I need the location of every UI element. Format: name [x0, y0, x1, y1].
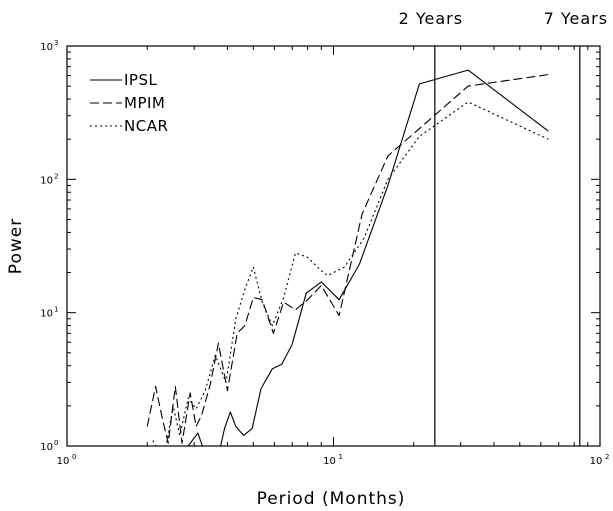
legend: IPSL MPIM NCAR	[90, 71, 168, 135]
y-tick-label: 10	[40, 309, 53, 320]
y-tick-label: 10	[40, 42, 53, 53]
y-tick-exponent: 3	[54, 39, 58, 47]
reference-lines: 2 Years 7 Years	[399, 9, 608, 446]
x-tick-exponent: 2	[605, 453, 609, 461]
y-tick-exponent: 1	[54, 306, 58, 314]
legend-label: MPIM	[124, 94, 165, 112]
series-line-ipsl	[187, 69, 549, 446]
y-tick-exponent: 2	[54, 172, 58, 180]
y-tick-label: 10	[40, 175, 53, 186]
x-tick-label: 10	[57, 456, 70, 467]
series-lines	[146, 69, 549, 446]
x-tick-exponent: 0	[72, 453, 76, 461]
x-tick-label: 10	[590, 456, 603, 467]
y-axis-label: Power	[6, 218, 26, 274]
x-tick-label: 10	[323, 456, 336, 467]
reference-line-label: 7 Years	[544, 9, 608, 28]
legend-label: IPSL	[124, 71, 157, 89]
series-line-mpim	[146, 74, 549, 444]
plot-area: 2 Years 7 Years	[66, 9, 608, 447]
y-tick-label: 10	[40, 442, 53, 453]
x-tick-exponent: 1	[339, 453, 343, 461]
legend-label: NCAR	[124, 117, 168, 135]
y-tick-exponent: 0	[54, 439, 58, 447]
x-tick-labels: 10 0 10 1 10 2	[57, 453, 610, 467]
series-line-ncar	[152, 101, 549, 446]
x-axis-label: Period (Months)	[257, 489, 406, 509]
reference-line-label: 2 Years	[399, 9, 463, 28]
axis-ticks	[66, 45, 601, 447]
